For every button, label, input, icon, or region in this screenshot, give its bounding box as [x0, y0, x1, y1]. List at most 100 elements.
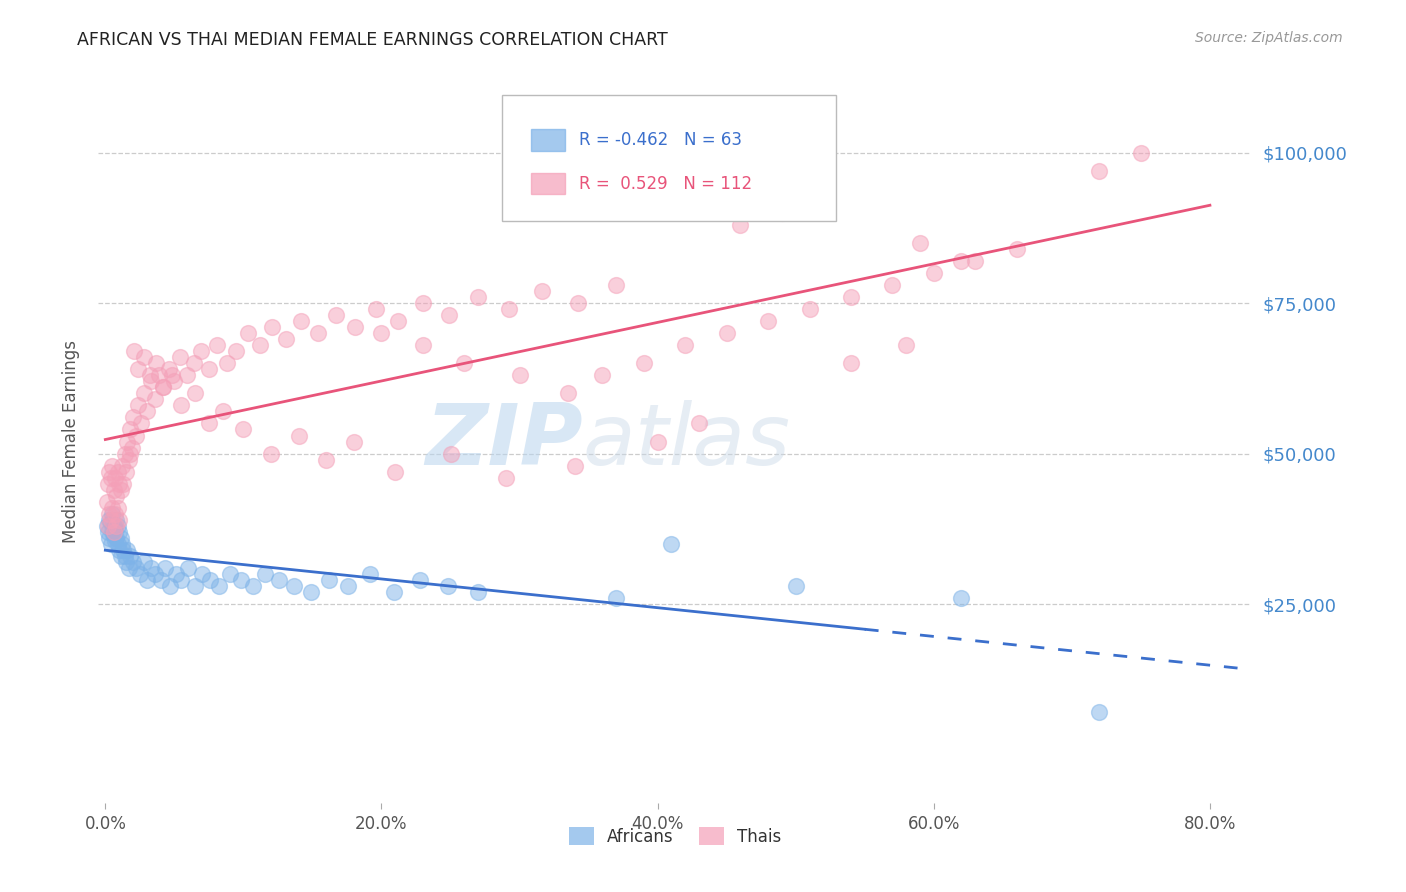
Point — [122, 410, 145, 425]
Point — [557, 386, 579, 401]
Point — [605, 591, 627, 606]
Legend: Africans, Thais: Africans, Thais — [562, 821, 787, 852]
Point — [139, 374, 162, 388]
Point — [152, 380, 174, 394]
Point — [125, 428, 148, 442]
Point — [165, 567, 187, 582]
Point — [661, 537, 683, 551]
Point — [437, 308, 460, 322]
Point — [785, 579, 807, 593]
Point — [97, 518, 120, 533]
Point — [688, 417, 710, 431]
Point — [111, 537, 134, 551]
Point — [198, 362, 221, 376]
Point — [135, 573, 157, 587]
Point — [127, 362, 149, 376]
Point — [211, 404, 233, 418]
Point — [105, 513, 128, 527]
Point — [364, 301, 387, 317]
Point — [207, 579, 229, 593]
Point — [97, 476, 120, 491]
Point — [100, 516, 122, 530]
Point — [290, 314, 312, 328]
Point — [169, 350, 191, 364]
Point — [97, 524, 120, 539]
Point — [132, 386, 155, 401]
Point — [439, 446, 461, 460]
Text: ZIP: ZIP — [425, 400, 582, 483]
Point — [839, 290, 862, 304]
Point — [170, 398, 193, 412]
Point — [98, 465, 121, 479]
Point — [409, 573, 432, 587]
Point — [96, 494, 118, 508]
Point — [564, 458, 586, 473]
Text: Source: ZipAtlas.com: Source: ZipAtlas.com — [1195, 31, 1343, 45]
Point — [139, 561, 162, 575]
Point — [215, 356, 238, 370]
Point — [254, 567, 277, 582]
Point — [104, 470, 127, 484]
Point — [101, 458, 124, 473]
Point — [163, 374, 186, 388]
Point — [110, 531, 132, 545]
Point — [950, 253, 973, 268]
Point — [184, 386, 207, 401]
Point — [120, 446, 142, 460]
Point — [148, 368, 170, 383]
Point — [138, 368, 160, 383]
Point — [114, 549, 136, 563]
Point — [232, 422, 254, 436]
Point — [495, 470, 517, 484]
Point — [122, 555, 145, 569]
Point — [132, 555, 155, 569]
Point — [170, 573, 193, 587]
Point — [498, 301, 520, 317]
Point — [359, 567, 381, 582]
Point — [1129, 145, 1152, 160]
Point — [105, 531, 128, 545]
Point — [673, 338, 696, 352]
Point — [412, 338, 434, 352]
Point — [315, 452, 337, 467]
Point — [647, 434, 669, 449]
Point — [299, 585, 322, 599]
Point — [190, 344, 212, 359]
Point — [184, 579, 207, 593]
Point — [756, 314, 779, 328]
Point — [104, 507, 127, 521]
Point — [115, 555, 138, 569]
Point — [132, 350, 155, 364]
Point — [108, 524, 131, 539]
Point — [716, 326, 738, 340]
Point — [950, 591, 973, 606]
Point — [382, 585, 405, 599]
Point — [283, 579, 305, 593]
Point — [107, 465, 129, 479]
Point — [198, 417, 221, 431]
Y-axis label: Median Female Earnings: Median Female Earnings — [62, 340, 80, 543]
Point — [307, 326, 329, 340]
Point — [318, 573, 340, 587]
Point — [124, 344, 146, 359]
Point — [770, 205, 793, 219]
Point — [108, 476, 131, 491]
Point — [337, 579, 360, 593]
Point — [108, 542, 131, 557]
Point — [121, 441, 143, 455]
Point — [120, 549, 142, 563]
Point — [104, 522, 127, 536]
Point — [218, 567, 240, 582]
FancyBboxPatch shape — [502, 95, 837, 221]
Point — [98, 531, 121, 545]
Point — [1005, 242, 1028, 256]
Point — [98, 507, 121, 521]
Point — [135, 404, 157, 418]
Point — [112, 476, 135, 491]
Point — [287, 428, 309, 442]
Point — [176, 368, 198, 383]
Point — [160, 368, 183, 383]
Point — [104, 533, 127, 548]
Point — [1088, 163, 1111, 178]
Point — [269, 573, 291, 587]
